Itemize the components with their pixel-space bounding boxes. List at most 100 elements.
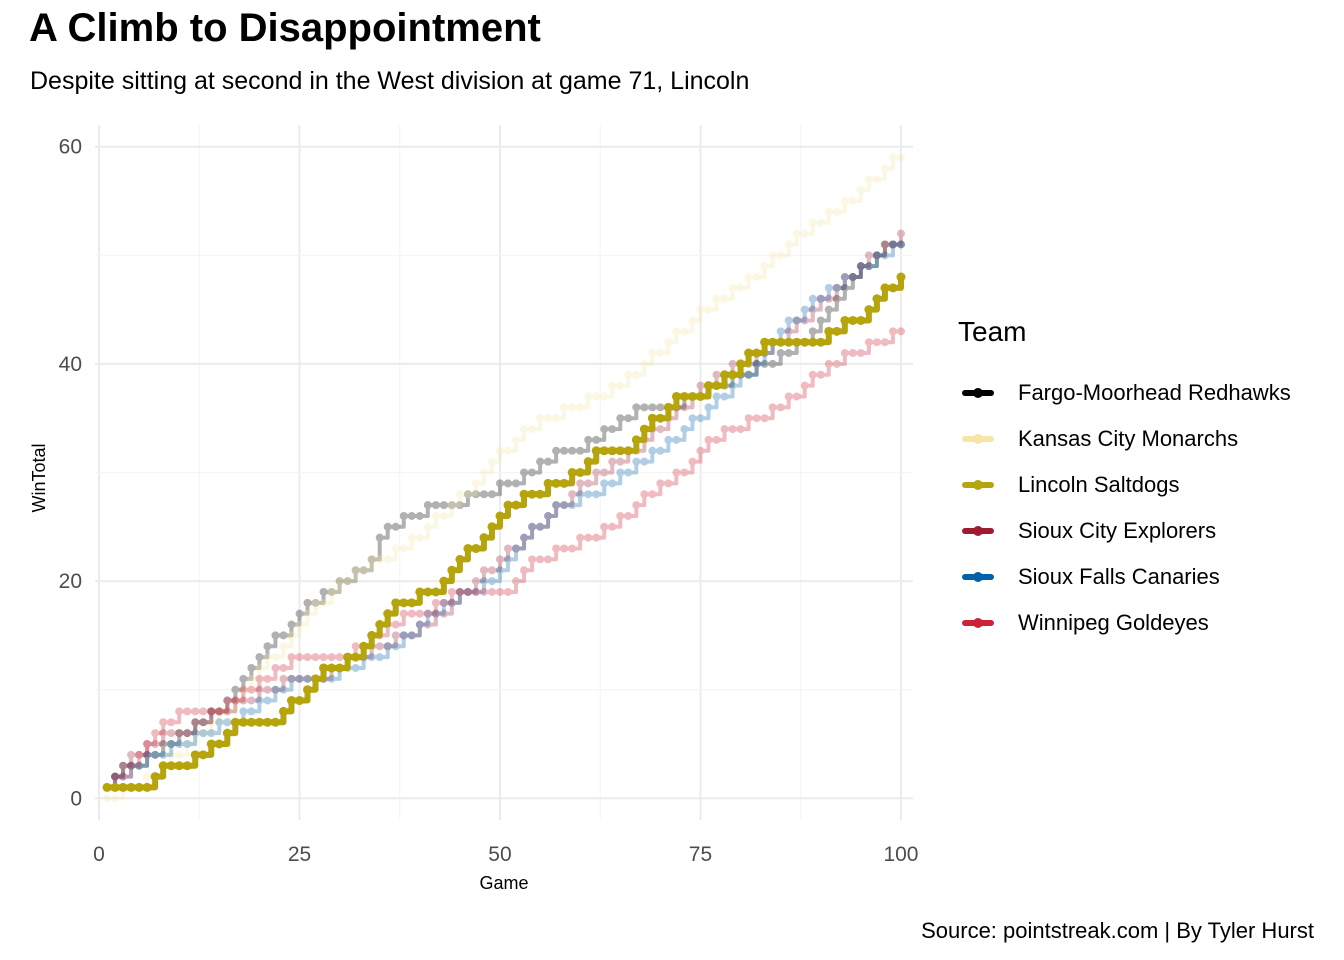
data-point xyxy=(608,382,616,390)
data-point xyxy=(737,425,745,433)
data-point xyxy=(576,403,584,411)
data-point xyxy=(167,729,175,737)
data-point xyxy=(729,382,737,390)
data-point xyxy=(239,675,247,683)
data-point xyxy=(713,392,721,400)
data-point xyxy=(488,490,496,498)
data-point xyxy=(416,512,424,520)
data-point xyxy=(263,642,271,650)
data-point xyxy=(680,327,688,335)
data-point xyxy=(239,718,248,727)
data-point xyxy=(600,425,608,433)
data-point xyxy=(431,587,440,596)
data-point xyxy=(271,686,279,694)
data-point xyxy=(311,674,320,683)
data-point xyxy=(296,610,304,618)
data-point xyxy=(576,534,584,542)
data-point xyxy=(536,458,544,466)
data-point xyxy=(199,707,207,715)
data-point xyxy=(753,414,761,422)
data-point xyxy=(616,458,624,466)
legend-label: Sioux City Explorers xyxy=(1018,518,1216,544)
data-point xyxy=(303,685,312,694)
data-point xyxy=(279,664,287,672)
data-point xyxy=(175,751,183,759)
data-point xyxy=(592,469,600,477)
data-point xyxy=(463,544,472,553)
data-point xyxy=(296,621,304,629)
data-point xyxy=(207,707,215,715)
data-point xyxy=(319,663,328,672)
data-point xyxy=(568,490,576,498)
data-point xyxy=(287,696,296,705)
data-point xyxy=(752,349,761,358)
legend-key xyxy=(958,465,998,505)
data-point xyxy=(392,621,400,629)
data-point xyxy=(873,251,881,259)
data-point xyxy=(592,436,600,444)
data-point xyxy=(608,479,616,487)
data-point xyxy=(392,523,400,531)
data-point xyxy=(809,371,817,379)
data-point xyxy=(336,577,344,585)
data-point xyxy=(416,534,424,542)
data-point xyxy=(528,425,536,433)
data-point xyxy=(568,447,576,455)
data-point xyxy=(576,479,584,487)
legend-key-point xyxy=(973,480,983,490)
data-point xyxy=(568,403,576,411)
data-point xyxy=(304,599,312,607)
data-point xyxy=(111,773,119,781)
data-point xyxy=(737,284,745,292)
data-point xyxy=(560,447,568,455)
data-point xyxy=(231,697,239,705)
y-tick-label-0: 0 xyxy=(70,787,82,810)
y-tick-label-3: 60 xyxy=(59,136,82,159)
data-point xyxy=(712,381,721,390)
data-point xyxy=(447,566,456,575)
data-point xyxy=(512,545,520,553)
data-point xyxy=(255,664,263,672)
data-point xyxy=(439,577,448,586)
data-point xyxy=(833,360,841,368)
data-point xyxy=(809,327,817,335)
data-point xyxy=(312,653,320,661)
data-point xyxy=(392,642,400,650)
y-tick-label-2: 40 xyxy=(59,353,82,376)
data-point xyxy=(183,761,192,770)
data-point xyxy=(496,479,504,487)
data-point xyxy=(496,588,504,596)
data-point xyxy=(664,338,672,346)
data-point xyxy=(721,425,729,433)
data-point xyxy=(488,577,496,585)
data-point xyxy=(777,403,785,411)
data-point xyxy=(584,457,593,466)
data-point xyxy=(809,295,817,303)
data-point xyxy=(416,621,424,629)
data-point xyxy=(271,653,279,661)
data-point xyxy=(488,458,496,466)
data-point xyxy=(512,577,520,585)
data-point xyxy=(832,327,841,336)
data-point xyxy=(785,349,793,357)
data-point xyxy=(223,718,231,726)
legend-key-point xyxy=(973,434,983,444)
data-point xyxy=(384,555,392,563)
data-point xyxy=(841,197,849,205)
data-point xyxy=(448,588,456,596)
data-point xyxy=(592,490,600,498)
data-point xyxy=(568,468,577,477)
data-point xyxy=(504,545,512,553)
data-point xyxy=(279,707,288,716)
data-point xyxy=(183,740,191,748)
data-point xyxy=(656,414,665,423)
data-point xyxy=(215,718,223,726)
data-point xyxy=(480,577,488,585)
data-point xyxy=(769,403,777,411)
data-point xyxy=(271,718,280,727)
legend-label: Fargo-Moorhead Redhawks xyxy=(1018,380,1291,406)
data-point xyxy=(327,663,336,672)
data-point xyxy=(368,653,376,661)
data-point xyxy=(777,349,785,357)
data-point xyxy=(825,284,833,292)
